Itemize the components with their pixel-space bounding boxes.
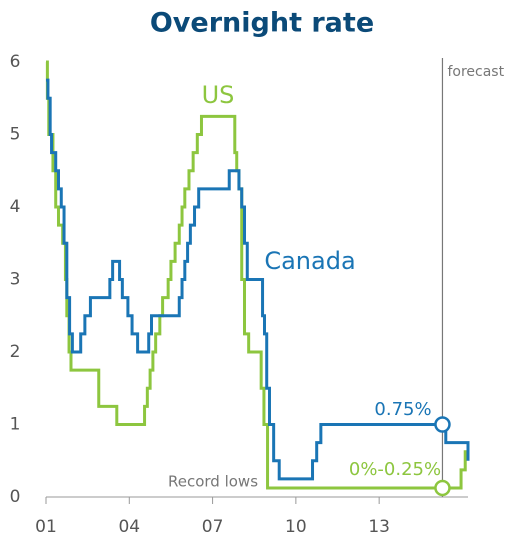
y-tick-label: 6 xyxy=(10,52,21,72)
forecast-marker xyxy=(434,479,451,497)
annotation: Record lows xyxy=(168,473,258,491)
y-tick-label: 1 xyxy=(10,415,21,435)
y-tick-label: 4 xyxy=(10,197,21,217)
x-tick-label: 01 xyxy=(35,517,57,537)
annotation: 0.75% xyxy=(374,399,431,420)
series-line xyxy=(46,78,470,481)
annotation: Canada xyxy=(264,247,355,275)
x-tick-label: 13 xyxy=(368,517,390,537)
annotation: US xyxy=(202,81,235,109)
y-tick-label: 3 xyxy=(10,270,21,290)
annotation: 0%-0.25% xyxy=(349,459,441,480)
forecast-label: forecast xyxy=(447,64,504,80)
x-tick-label: 04 xyxy=(118,517,140,537)
forecast-marker xyxy=(434,416,451,433)
x-tick-label: 10 xyxy=(285,517,307,537)
y-tick-label: 5 xyxy=(10,125,21,145)
x-tick-label: 07 xyxy=(202,517,224,537)
y-tick-label: 0 xyxy=(10,487,21,507)
chart-title: Overnight rate xyxy=(150,8,374,39)
y-tick-label: 2 xyxy=(10,342,21,362)
